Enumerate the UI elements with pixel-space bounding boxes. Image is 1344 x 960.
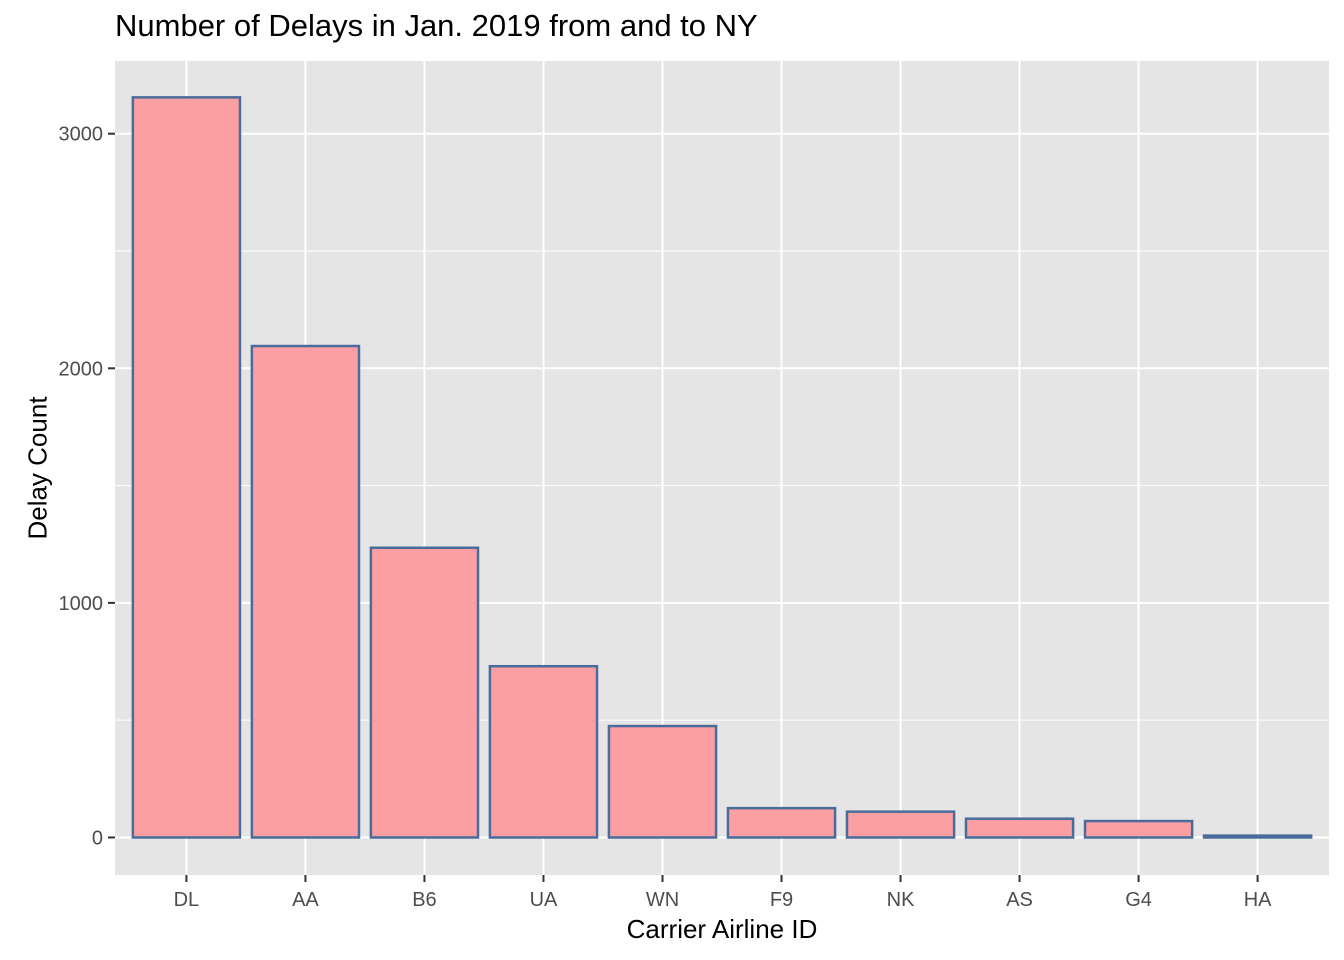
x-tick-label: F9 xyxy=(770,889,793,911)
x-axis-label: Carrier Airline ID xyxy=(626,914,818,944)
bar-ha xyxy=(1202,834,1313,839)
x-tick-label: WN xyxy=(646,889,679,911)
x-tick-label: DL xyxy=(174,889,200,911)
bar-aa xyxy=(250,344,361,839)
bar-as xyxy=(964,817,1075,839)
y-tick-label: 3000 xyxy=(59,124,104,146)
bar-f9 xyxy=(726,806,837,839)
x-tick-label: G4 xyxy=(1125,889,1152,911)
x-tick-label: UA xyxy=(530,889,558,911)
y-axis-label: Delay Count xyxy=(22,396,53,540)
bar-nk xyxy=(845,810,956,839)
x-tick-label: B6 xyxy=(412,889,436,911)
x-tick-label: AA xyxy=(292,889,319,911)
y-tick-label: 1000 xyxy=(59,593,104,615)
y-tick-label: 0 xyxy=(92,827,103,849)
chart-title: Number of Delays in Jan. 2019 from and t… xyxy=(115,8,758,43)
x-tick-label: HA xyxy=(1244,889,1272,911)
bar-wn xyxy=(607,724,718,839)
axes: 0 1000 2000 3000 DL AA B6 UA WN F9 NK AS G4 HA xyxy=(59,124,1273,911)
bar-g4 xyxy=(1083,819,1194,839)
bar-ua xyxy=(488,664,599,839)
x-tick-label: AS xyxy=(1006,889,1033,911)
bars xyxy=(131,96,1313,839)
y-tick-label: 2000 xyxy=(59,358,104,380)
x-tick-label: NK xyxy=(887,889,915,911)
bar-dl xyxy=(131,96,242,839)
bar-b6 xyxy=(369,546,480,839)
